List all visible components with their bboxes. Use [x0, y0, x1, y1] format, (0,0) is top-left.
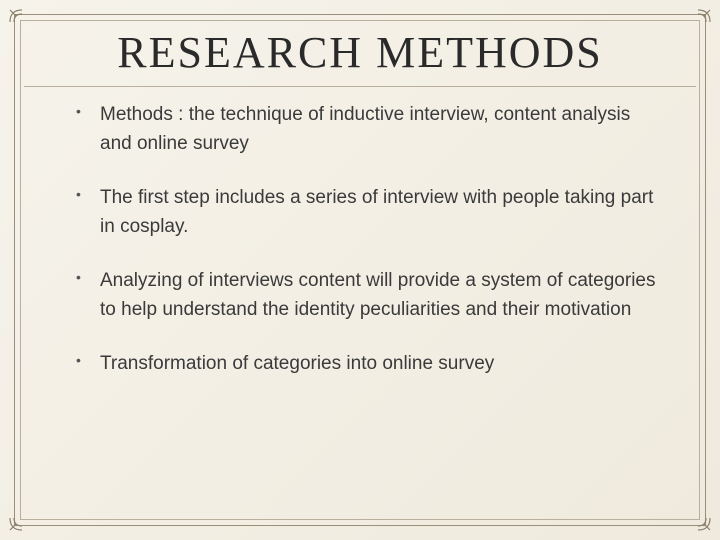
list-item: Transformation of categories into online…: [72, 350, 656, 379]
slide-title: RESEARCH METHODS: [24, 30, 696, 87]
list-item: Analyzing of interviews content will pro…: [72, 267, 656, 324]
bullet-list: Methods : the technique of inductive int…: [64, 101, 656, 379]
list-item: The first step includes a series of inte…: [72, 184, 656, 241]
slide-content: RESEARCH METHODS Methods : the technique…: [24, 24, 696, 516]
list-item: Methods : the technique of inductive int…: [72, 101, 656, 158]
